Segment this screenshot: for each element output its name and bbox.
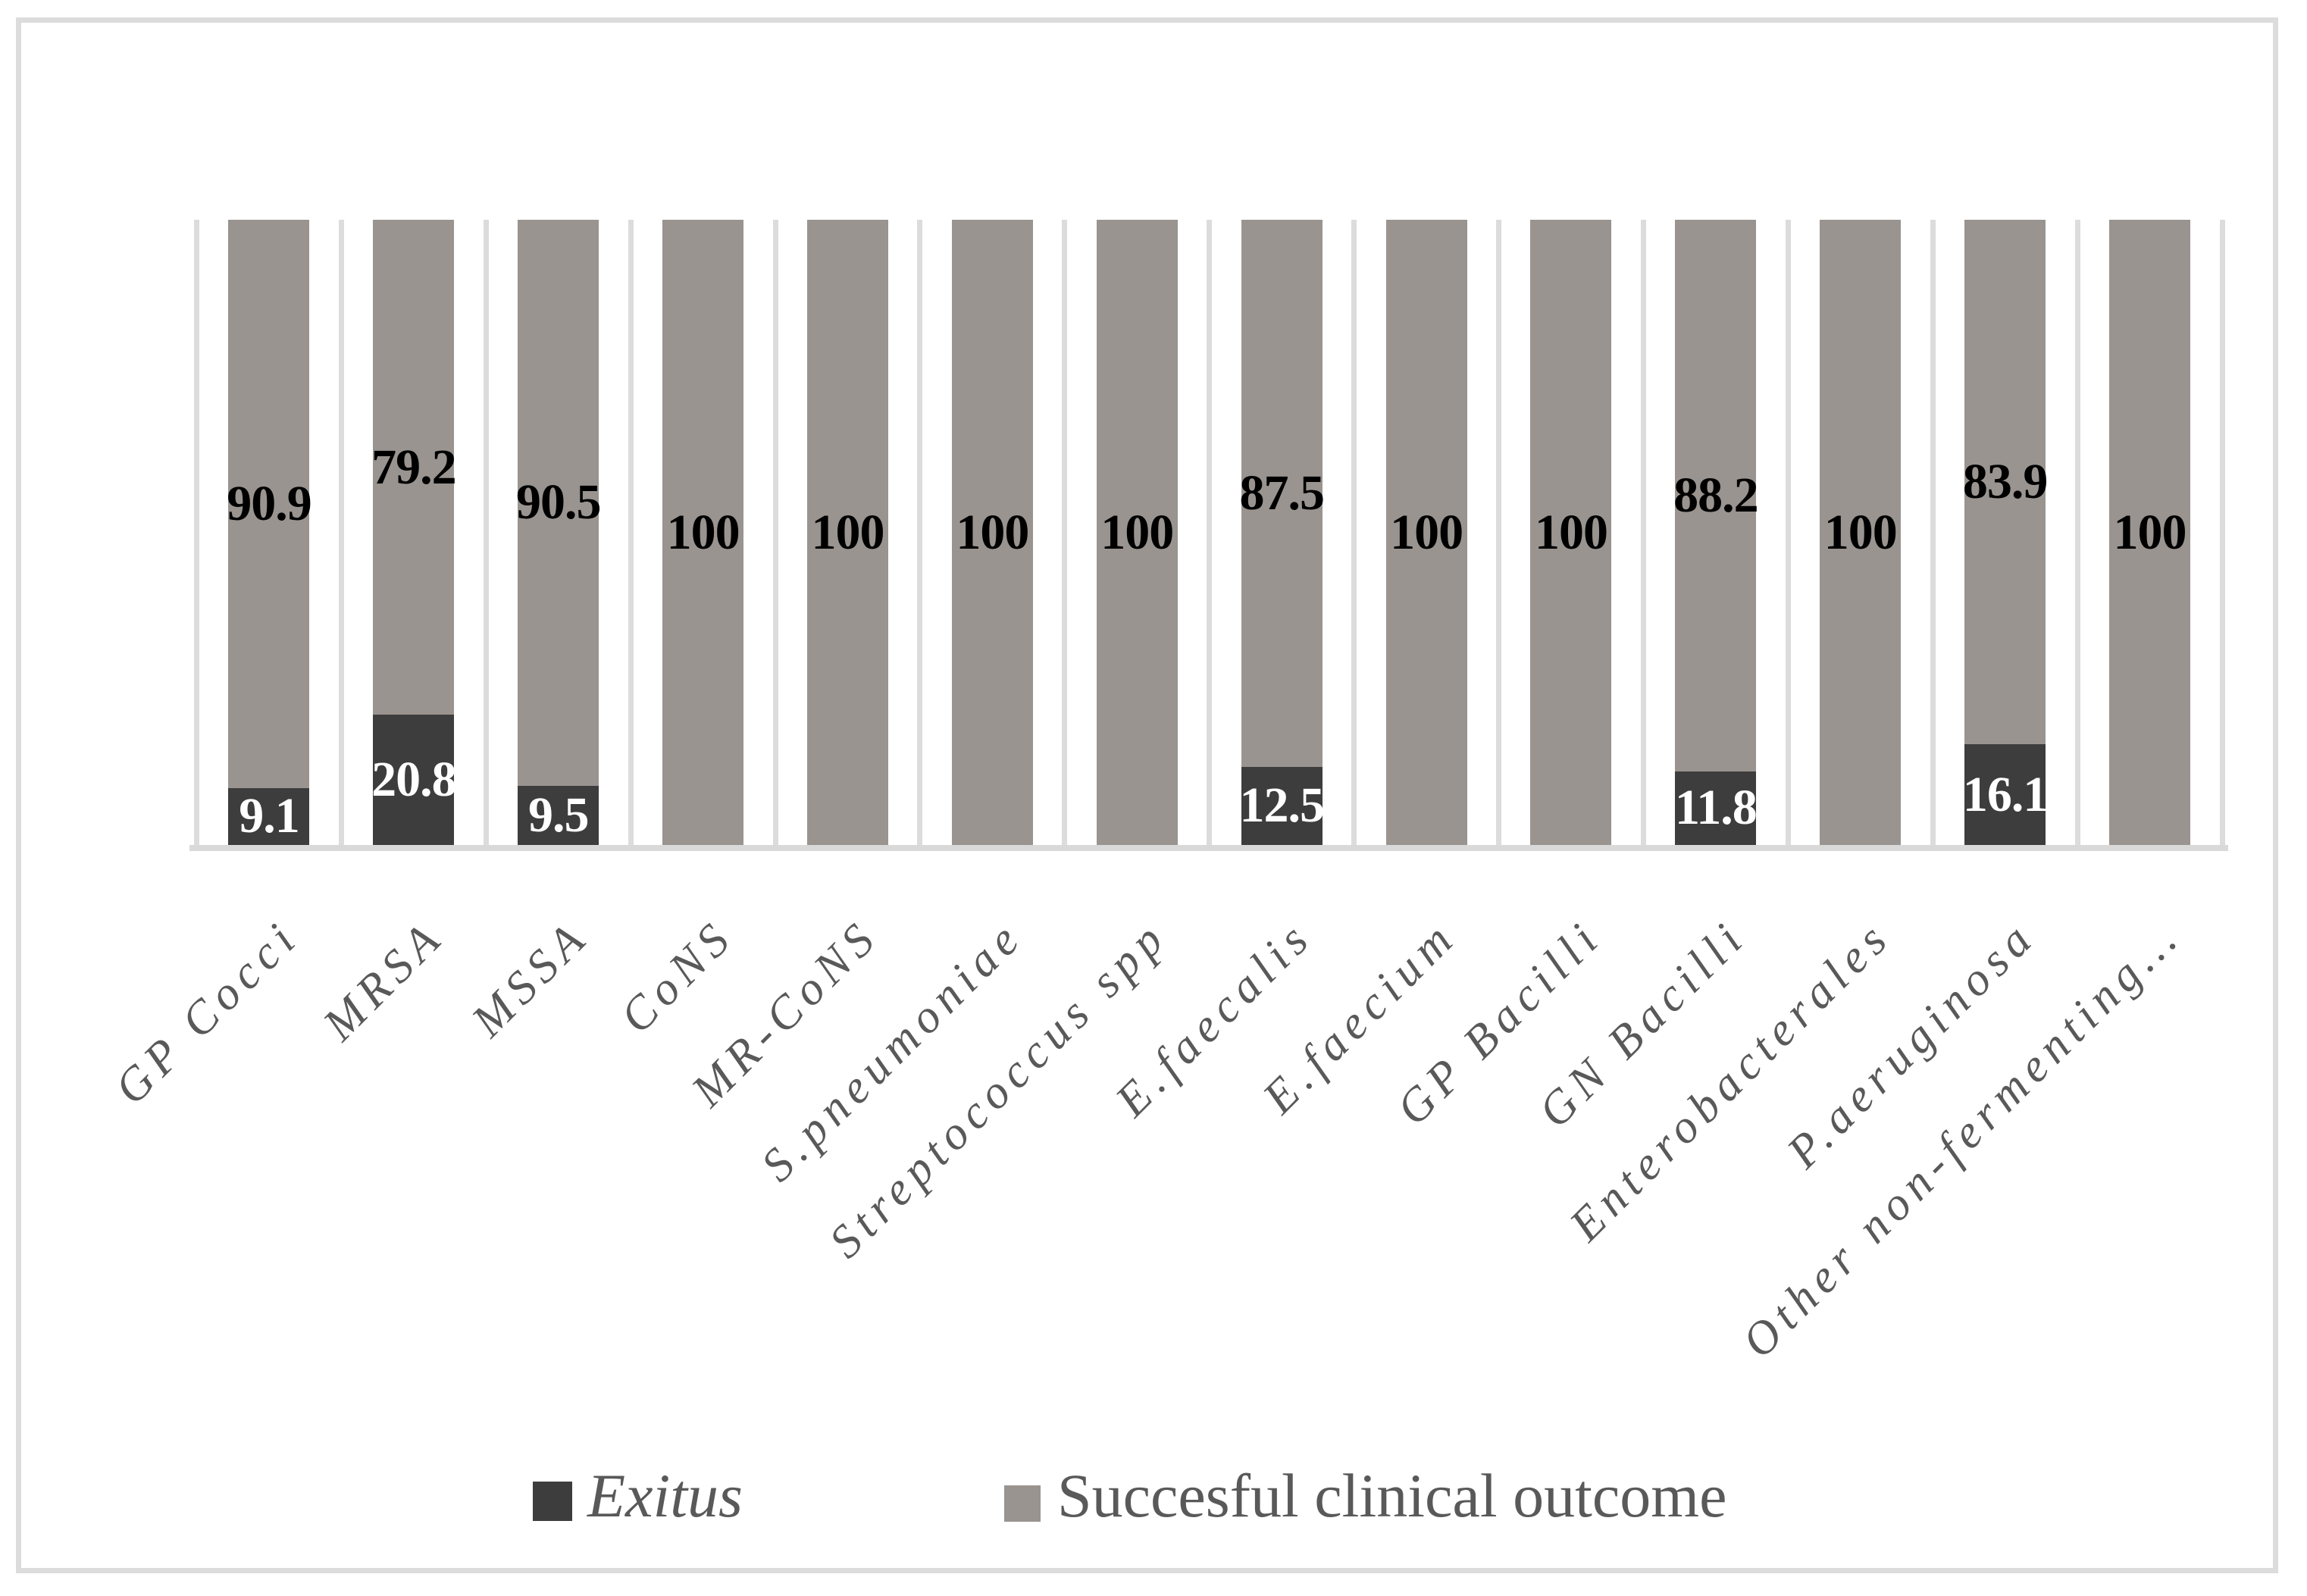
figure-border [16, 17, 2278, 1573]
